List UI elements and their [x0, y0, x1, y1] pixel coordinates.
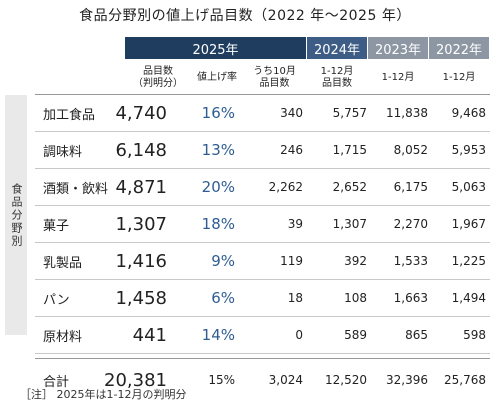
cell-y2023: 2,270 [393, 217, 428, 231]
cell-y2022: 598 [463, 328, 486, 342]
subheader-2022: 1-12月 [442, 72, 476, 83]
header-2023: 2023年 [368, 37, 428, 59]
cell-oct: 18 [287, 291, 303, 305]
chart-title: 食品分野別の値上げ品目数（2022 年～2025 年） [79, 8, 411, 24]
subheader-oct: うち10月 品目数 [253, 66, 296, 89]
table-row: 加工食品 4,740 16% 340 5,757 11,838 9,468 [35, 95, 490, 132]
subheader-count: 品目数 （判明分） [133, 66, 183, 89]
subheader-2024: 1-12月 品目数 [320, 66, 354, 89]
cell-rate: 18% [201, 215, 235, 233]
cell-y2024: 12,520 [325, 373, 367, 387]
table-row: 原材料 441 14% 0 589 865 598 [35, 317, 490, 354]
subheader-2023: 1-12月 [381, 72, 415, 83]
header-2022: 2022年 [429, 37, 489, 59]
cell-name: 調味料 [43, 144, 83, 160]
cell-y2022: 1,967 [451, 217, 486, 231]
cell-oct: 246 [280, 143, 303, 157]
cell-y2022: 1,494 [451, 291, 486, 305]
cell-rate: 20% [201, 178, 235, 196]
cell-y2024: 589 [344, 328, 367, 342]
cell-y2023: 6,175 [393, 180, 428, 194]
table-row: 菓子 1,307 18% 39 1,307 2,270 1,967 [35, 206, 490, 243]
cell-oct: 2,262 [268, 180, 303, 194]
cell-name: パン [43, 292, 70, 308]
header-divider [35, 94, 490, 95]
cell-rate: 16% [201, 104, 235, 122]
cell-y2023: 865 [405, 328, 428, 342]
cell-y2024: 392 [344, 254, 367, 268]
subheader-rate: 値上げ率 [197, 72, 237, 83]
cell-name: 酒類・飲料 [43, 181, 109, 197]
cell-count: 1,307 [115, 213, 167, 235]
cell-y2022: 25,768 [444, 373, 486, 387]
cell-y2024: 1,715 [332, 143, 367, 157]
cell-rate: 13% [201, 141, 235, 159]
table-row: 調味料 6,148 13% 246 1,715 8,052 5,953 [35, 132, 490, 169]
total-row: 合計 20,381 15% 3,024 12,520 32,396 25,768 [35, 362, 490, 398]
cell-oct: 39 [287, 217, 303, 231]
cell-y2024: 108 [344, 291, 367, 305]
table-row: 酒類・飲料 4,871 20% 2,262 2,652 6,175 5,063 [35, 169, 490, 206]
header-2025: 2025年 [125, 37, 306, 59]
footnote: ［注］ 2025年は1-12月の判明分 [20, 388, 187, 401]
sidebar-label: 食品分野別 [10, 182, 23, 248]
cell-name: 原材料 [43, 329, 83, 345]
cell-y2023: 8,052 [393, 143, 428, 157]
cell-y2023: 32,396 [386, 373, 428, 387]
cell-rate: 9% [211, 252, 235, 270]
cell-y2024: 1,307 [332, 217, 367, 231]
cell-count: 4,871 [115, 176, 167, 198]
cell-name: 合計 [43, 374, 70, 390]
cell-count: 6,148 [115, 139, 167, 161]
header-2024: 2024年 [307, 37, 367, 59]
cell-rate: 15% [208, 373, 235, 387]
cell-count: 20,381 [104, 369, 167, 391]
cell-rate: 6% [211, 289, 235, 307]
cell-rate: 14% [201, 326, 235, 344]
category-sidebar: 食品分野別 [5, 95, 27, 335]
table-row: 乳製品 1,416 9% 119 392 1,533 1,225 [35, 243, 490, 280]
cell-name: 菓子 [43, 218, 70, 234]
cell-oct: 119 [280, 254, 303, 268]
cell-y2024: 2,652 [332, 180, 367, 194]
cell-oct: 0 [295, 328, 303, 342]
total-divider [35, 358, 490, 359]
cell-y2022: 9,468 [451, 106, 486, 120]
cell-count: 441 [132, 324, 167, 346]
cell-count: 1,416 [115, 250, 167, 272]
cell-count: 1,458 [115, 287, 167, 309]
cell-name: 加工食品 [43, 107, 96, 123]
cell-y2022: 5,063 [451, 180, 486, 194]
cell-y2023: 1,663 [393, 291, 428, 305]
cell-oct: 3,024 [268, 373, 303, 387]
cell-y2024: 5,757 [332, 106, 367, 120]
cell-y2022: 5,953 [451, 143, 486, 157]
cell-name: 乳製品 [43, 255, 83, 271]
table-row: パン 1,458 6% 18 108 1,663 1,494 [35, 280, 490, 317]
cell-y2023: 1,533 [393, 254, 428, 268]
cell-count: 4,740 [115, 102, 167, 124]
cell-y2022: 1,225 [451, 254, 486, 268]
cell-y2023: 11,838 [386, 106, 428, 120]
cell-oct: 340 [280, 106, 303, 120]
